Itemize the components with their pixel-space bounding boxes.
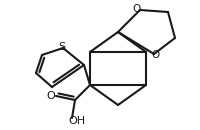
Text: OH: OH	[68, 116, 85, 126]
Text: O: O	[151, 50, 159, 60]
Text: O: O	[132, 4, 140, 14]
Text: O: O	[46, 91, 55, 101]
Text: S: S	[58, 42, 65, 52]
